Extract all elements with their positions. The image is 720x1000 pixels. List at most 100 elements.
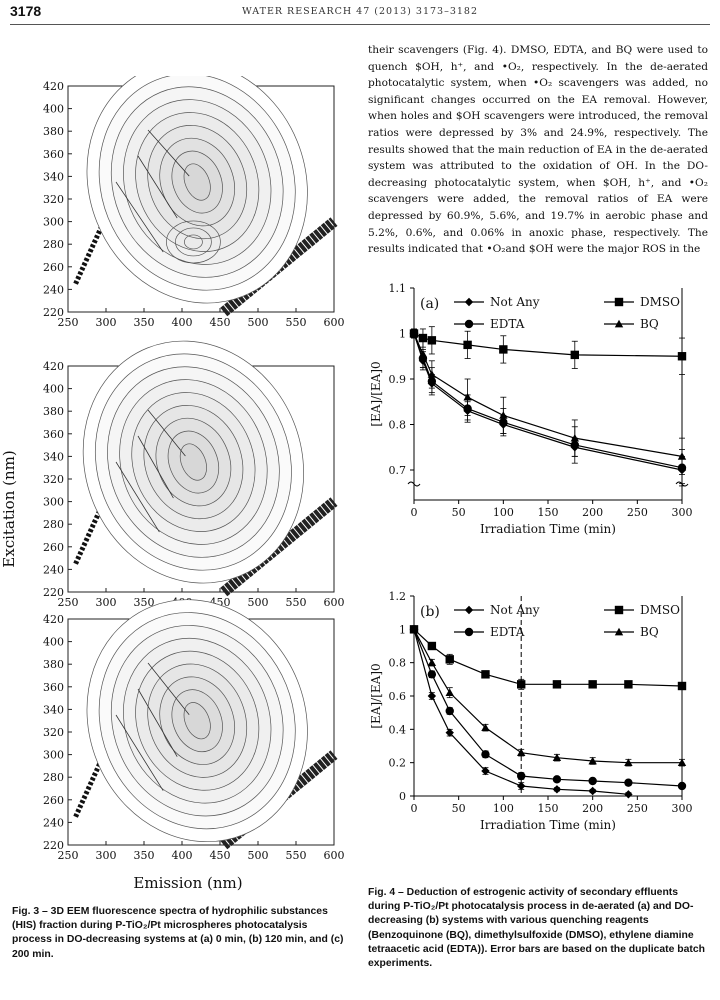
panel-label: (a) [420,296,439,312]
figure-4-caption: Fig. 4 – Deduction of estrogenic activit… [368,887,706,970]
x-tick-label: 300 [96,316,117,329]
data-point [588,680,597,689]
data-point [517,680,526,689]
data-point [481,723,490,732]
fig3-y-axis-label: Excitation (nm) [0,450,18,567]
legend-label: Not Any [490,603,540,617]
data-point [570,433,579,442]
y-axis-label: [EA]/[EA]0 [369,361,383,426]
x-tick-label: 300 [672,802,693,815]
y-tick-label: 0.4 [389,723,407,736]
x-tick-label: 550 [286,596,307,609]
y-tick-label: 340 [43,450,64,463]
y-axis-label: [EA]/[EA]0 [369,663,383,728]
x-tick-label: 550 [286,316,307,329]
data-point [570,350,579,360]
y-tick-label: 420 [43,80,64,93]
y-tick-label: 300 [43,749,64,762]
x-tick-label: 100 [493,506,514,519]
data-point [409,625,419,633]
data-point [677,452,687,460]
x-tick-label: 200 [582,506,603,519]
legend-label: BQ [640,317,659,331]
y-tick-label: 0.6 [389,690,407,703]
his-leader-line [115,181,164,253]
legend-label: EDTA [490,625,525,639]
x-tick-label: 100 [493,802,514,815]
legend-label: DMSO [640,603,680,617]
his-leader-line [147,662,190,715]
x-tick-label: 200 [582,802,603,815]
data-point [463,393,472,401]
x-tick-label: 600 [324,316,345,329]
y-tick-label: 0 [399,790,406,803]
data-point [427,336,437,345]
y-tick-label: 0.2 [389,757,407,770]
y-tick-label: 1.2 [389,590,407,603]
y-tick-label: 240 [43,816,64,829]
axis-break [407,481,421,487]
x-tick-label: 250 [58,596,79,609]
data-point [677,781,687,791]
y-tick-label: 320 [43,473,64,486]
y-tick-label: 400 [43,636,64,649]
y-tick-label: 260 [43,541,64,554]
series-line [413,629,682,764]
data-point [614,627,624,636]
figure-3-eem-spectra: 250 300 350 400 450 500 550 600 220 240 260 280 300 3… [0,76,345,892]
his-leader-line [137,155,178,219]
data-point [517,781,526,791]
data-point [499,411,508,419]
page-header: 3178 WATER RESEARCH 47 (2013) 3173–3182 [0,0,720,22]
x-tick-label: 50 [452,506,466,519]
data-point [464,319,474,329]
series-line [413,333,683,457]
x-tick-label: 350 [134,316,155,329]
figure-4-scavenger-kinetics: 0 50 100 150 200 250 3000.70.80.911.1Irradiati… [369,282,693,832]
x-tick-label: 250 [627,506,648,519]
page-number: 3178 [10,3,42,19]
y-tick-label: 420 [43,613,64,626]
contour-line [183,702,211,740]
y-tick-label: 0.9 [389,373,407,386]
x-tick-label: 600 [324,596,345,609]
his-leader-line [147,129,190,177]
data-point [624,758,633,767]
fig3-x-axis-label: Emission (nm) [133,874,242,892]
body-paragraph: their scavengers (Fig. 4). DMSO, EDTA, a… [368,44,708,256]
x-tick-label: 500 [248,596,269,609]
data-point [481,750,490,759]
his-leader-line [115,461,160,533]
y-tick-label: 280 [43,771,64,784]
data-point [445,706,454,716]
x-tick-label: 400 [172,849,193,862]
data-point [481,670,490,679]
y-tick-label: 300 [43,216,64,229]
y-tick-label: 340 [43,170,64,183]
x-tick-label: 450 [210,849,231,862]
x-tick-label: 250 [58,316,79,329]
contour-line [183,163,211,201]
data-point [427,370,437,378]
data-point [552,680,562,689]
y-tick-label: 380 [43,658,64,671]
legend: Not Any DMSO EDTA BQ [454,603,680,639]
data-point [614,297,624,307]
y-tick-label: 280 [43,238,64,251]
eem-panel: 2503003504004505005506002202402602803003… [43,340,345,609]
series-line [413,629,629,795]
data-point [427,641,437,651]
his-leader-line [147,409,186,457]
data-point [614,605,624,615]
data-point [481,766,490,776]
y-tick-label: 420 [43,360,64,373]
data-point [464,297,474,307]
legend: Not Any DMSO EDTA BQ [454,295,680,331]
header-rule [10,24,710,25]
x-tick-label: 250 [627,802,648,815]
panel-label: (b) [420,604,440,620]
y-tick-label: 240 [43,563,64,576]
x-tick-label: 150 [538,506,559,519]
